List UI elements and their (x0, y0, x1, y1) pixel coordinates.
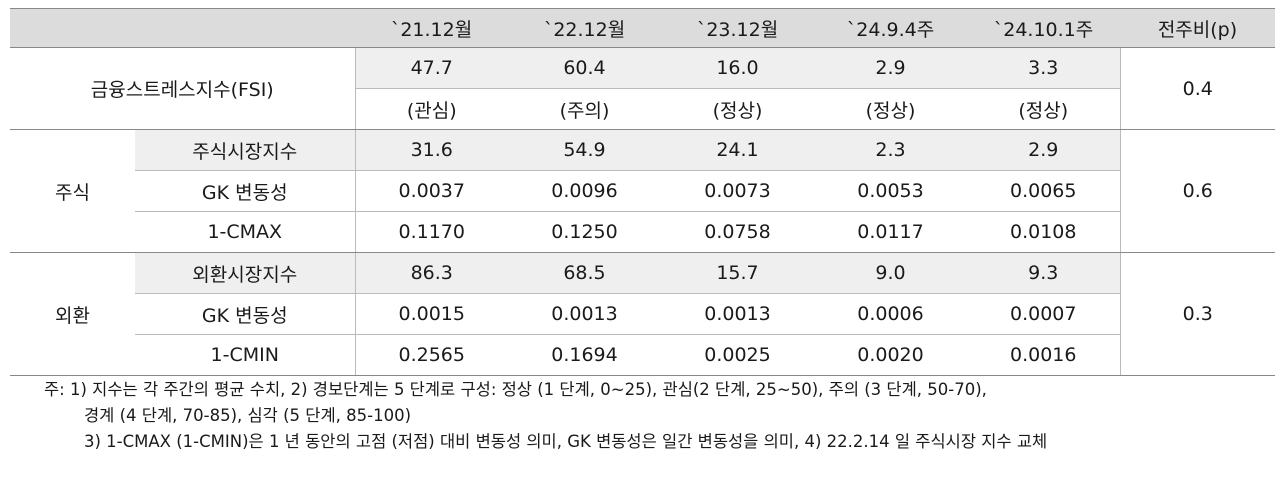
fx-cmin-value: 0.1694 (508, 334, 661, 376)
fsi-status: (정상) (967, 88, 1120, 130)
fx-cmin-row: 1-CMIN 0.2565 0.1694 0.0025 0.0020 0.001… (10, 334, 1275, 376)
stock-index-value: 54.9 (508, 129, 661, 171)
stock-gk-value: 0.0037 (355, 170, 508, 212)
fsi-value: 16.0 (661, 47, 814, 89)
fx-index-row: 외환 외환시장지수 86.3 68.5 15.7 9.0 9.3 0.3 (10, 252, 1275, 376)
fx-index-value: 15.7 (661, 252, 814, 294)
fx-index-value: 9.3 (967, 252, 1120, 294)
fx-row-label: 외환시장지수 (135, 252, 356, 294)
col-header-2023-12: `23.12월 (661, 8, 814, 48)
stock-index-row: 주식 주식시장지수 31.6 54.9 24.1 2.3 2.9 0.6 (10, 129, 1275, 253)
fsi-label: 금융스트레스지수(FSI) (10, 47, 356, 130)
fx-index-value: 68.5 (508, 252, 661, 294)
fx-gk-row: GK 변동성 0.0015 0.0013 0.0013 0.0006 0.000… (10, 293, 1275, 335)
fsi-value-row: 금융스트레스지수(FSI) 47.7 60.4 16.0 2.9 3.3 0.4 (10, 47, 1275, 130)
footnote-line: 주: 1) 지수는 각 주간의 평균 수치, 2) 경보단계는 5 단계로 구성… (44, 380, 987, 399)
stock-gk-value: 0.0096 (508, 170, 661, 212)
fsi-status-row: (관심) (주의) (정상) (정상) (정상) (10, 88, 1275, 130)
fsi-value: 2.9 (814, 47, 967, 89)
stock-delta: 0.6 (1119, 129, 1275, 253)
stock-gk-value: 0.0053 (814, 170, 967, 212)
fx-group-label: 외환 (10, 252, 135, 376)
stock-index-value: 2.9 (967, 129, 1120, 171)
footnotes: 주: 1) 지수는 각 주간의 평균 수치, 2) 경보단계는 5 단계로 구성… (44, 377, 1274, 455)
fsi-status: (관심) (355, 88, 508, 130)
fsi-status: (정상) (661, 88, 814, 130)
fx-gk-value: 0.0006 (814, 293, 967, 335)
stock-cmax-value: 0.1250 (508, 211, 661, 253)
fx-cmin-value: 0.0025 (661, 334, 814, 376)
col-header-delta: 전주비(p) (1120, 8, 1275, 48)
fx-gk-value: 0.0007 (967, 293, 1120, 335)
stock-cmax-row: 1-CMAX 0.1170 0.1250 0.0758 0.0117 0.010… (10, 211, 1275, 253)
stock-index-value: 2.3 (814, 129, 967, 171)
stock-row-label: GK 변동성 (135, 170, 356, 212)
fx-cmin-value: 0.0016 (967, 334, 1120, 376)
fx-index-value: 86.3 (355, 252, 508, 294)
header-row: `21.12월 `22.12월 `23.12월 `24.9.4주 `24.10.… (10, 8, 1275, 48)
fx-index-value: 9.0 (814, 252, 967, 294)
fx-gk-value: 0.0013 (508, 293, 661, 335)
header-corner (10, 8, 355, 48)
col-header-2024-10-1w: `24.10.1주 (967, 8, 1120, 48)
fsi-value: 60.4 (508, 47, 661, 89)
stock-cmax-value: 0.0758 (661, 211, 814, 253)
fsi-value: 47.7 (355, 47, 508, 89)
fx-row-label: GK 변동성 (135, 293, 356, 335)
col-header-2021-12: `21.12월 (355, 8, 508, 48)
fx-gk-value: 0.0013 (661, 293, 814, 335)
fx-row-label: 1-CMIN (135, 334, 356, 376)
stock-cmax-value: 0.0108 (967, 211, 1120, 253)
fx-delta: 0.3 (1119, 252, 1275, 376)
stock-group-label: 주식 (10, 129, 135, 253)
stock-gk-value: 0.0073 (661, 170, 814, 212)
stock-row-label: 1-CMAX (135, 211, 356, 253)
stock-index-value: 31.6 (355, 129, 508, 171)
fsi-status: (정상) (814, 88, 967, 130)
fx-gk-value: 0.0015 (355, 293, 508, 335)
fx-cmin-value: 0.0020 (814, 334, 967, 376)
fsi-status: (주의) (508, 88, 661, 130)
stock-gk-row: GK 변동성 0.0037 0.0096 0.0073 0.0053 0.006… (10, 170, 1275, 212)
stock-gk-value: 0.0065 (967, 170, 1120, 212)
stock-cmax-value: 0.0117 (814, 211, 967, 253)
stock-row-label: 주식시장지수 (135, 129, 356, 171)
footnote-line: 경계 (4 단계, 70-85), 심각 (5 단계, 85-100) (84, 406, 412, 425)
fx-cmin-value: 0.2565 (355, 334, 508, 376)
fsi-delta: 0.4 (1119, 47, 1275, 130)
footnote-line: 3) 1-CMAX (1-CMIN)은 1 년 동안의 고점 (저점) 대비 변… (84, 432, 1048, 451)
stock-index-value: 24.1 (661, 129, 814, 171)
fsi-table: `21.12월 `22.12월 `23.12월 `24.9.4주 `24.10.… (10, 8, 1275, 376)
col-header-2022-12: `22.12월 (508, 8, 661, 48)
fsi-value: 3.3 (967, 47, 1120, 89)
col-header-2024-9-4w: `24.9.4주 (814, 8, 967, 48)
stock-cmax-value: 0.1170 (355, 211, 508, 253)
